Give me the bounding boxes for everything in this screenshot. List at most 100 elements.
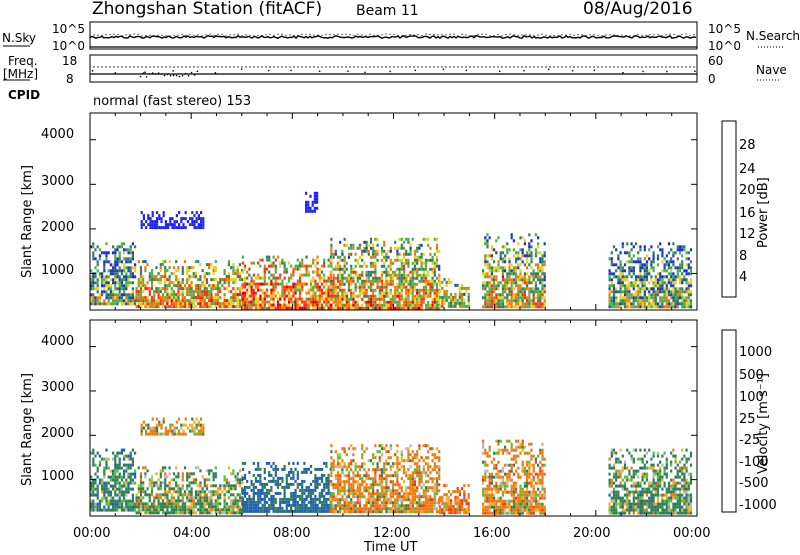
echo-cell xyxy=(127,476,129,479)
echo-cell xyxy=(414,298,416,301)
echo-cell xyxy=(295,468,297,471)
nave-point xyxy=(197,66,198,67)
echo-cell xyxy=(427,271,429,274)
echo-cell xyxy=(103,281,105,284)
echo-cell xyxy=(160,472,162,475)
echo-cell xyxy=(379,292,381,295)
echo-cell xyxy=(486,284,488,287)
echo-cell xyxy=(363,480,365,483)
echo-cell xyxy=(112,509,114,512)
echo-cell xyxy=(344,268,346,271)
echo-cell xyxy=(418,295,420,298)
echo-cell xyxy=(101,290,103,293)
echo-cell xyxy=(650,278,652,281)
echo-cell xyxy=(127,464,129,467)
echo-cell xyxy=(303,489,305,492)
echo-cell xyxy=(177,305,179,308)
echo-cell xyxy=(312,262,314,265)
echo-cell xyxy=(330,507,332,510)
noise-search-point xyxy=(137,34,138,35)
echo-cell xyxy=(123,284,125,287)
echo-cell xyxy=(314,468,316,471)
echo-cell xyxy=(357,465,359,468)
echo-cell xyxy=(125,509,127,512)
echo-cell xyxy=(677,305,679,308)
echo-cell xyxy=(239,505,241,508)
noise-search-point xyxy=(93,34,94,35)
echo-cell xyxy=(681,287,683,290)
echo-cell xyxy=(679,287,681,290)
echo-cell xyxy=(169,260,171,263)
echo-cell xyxy=(264,280,266,283)
echo-cell xyxy=(301,504,303,507)
echo-cell xyxy=(171,505,173,508)
echo-cell xyxy=(405,250,407,253)
echo-cell xyxy=(399,295,401,298)
echo-cell xyxy=(169,484,171,487)
echo-cell xyxy=(244,477,246,480)
echo-cell xyxy=(108,503,110,506)
echo-cell xyxy=(110,290,112,293)
echo-cell xyxy=(154,427,156,430)
echo-cell xyxy=(188,290,190,293)
echo-cell xyxy=(450,302,452,305)
echo-cell xyxy=(352,247,354,250)
echo-cell xyxy=(500,296,502,299)
noise-search-point xyxy=(105,34,106,35)
echo-cell xyxy=(350,504,352,507)
echo-cell xyxy=(350,307,352,310)
echo-cell xyxy=(99,464,101,467)
echo-cell xyxy=(199,299,201,302)
echo-cell xyxy=(502,275,504,278)
echo-cell xyxy=(284,301,286,304)
echo-cell xyxy=(177,296,179,299)
echo-cell xyxy=(175,296,177,299)
echo-cell xyxy=(299,268,301,271)
echo-cell xyxy=(341,298,343,301)
echo-cell xyxy=(143,214,145,217)
echo-cell xyxy=(241,278,243,281)
echo-cell xyxy=(286,504,288,507)
noise-search-point xyxy=(677,35,678,36)
echo-cell xyxy=(217,511,219,514)
echo-cell xyxy=(292,483,294,486)
echo-cell xyxy=(286,501,288,504)
echo-cell xyxy=(275,498,277,501)
echo-cell xyxy=(266,462,268,465)
echo-cell xyxy=(381,304,383,307)
echo-cell xyxy=(644,278,646,281)
echo-cell xyxy=(125,506,127,509)
echo-cell xyxy=(295,498,297,501)
echo-cell xyxy=(325,283,327,286)
echo-cell xyxy=(180,493,182,496)
echo-cell xyxy=(628,305,630,308)
echo-cell xyxy=(337,274,339,277)
echo-cell xyxy=(262,498,264,501)
echo-cell xyxy=(454,305,456,308)
echo-cell xyxy=(210,511,212,514)
echo-cell xyxy=(539,266,541,269)
echo-cell xyxy=(224,302,226,305)
noise-search-point xyxy=(157,35,158,36)
echo-cell xyxy=(121,299,123,302)
echo-cell xyxy=(377,298,379,301)
echo-cell xyxy=(502,296,504,299)
echo-cell xyxy=(119,281,121,284)
echo-cell xyxy=(613,305,615,308)
echo-cell xyxy=(359,247,361,250)
echo-cell xyxy=(132,500,134,503)
echo-cell xyxy=(144,505,146,508)
echo-cell xyxy=(299,289,301,292)
nave-point xyxy=(609,66,610,67)
echo-cell xyxy=(657,290,659,293)
echo-cell xyxy=(97,269,99,272)
echo-cell xyxy=(412,295,414,298)
echo-cell xyxy=(350,468,352,471)
echo-cell xyxy=(633,281,635,284)
nave-point xyxy=(125,66,126,67)
echo-cell xyxy=(237,287,239,290)
echo-cell xyxy=(502,293,504,296)
echo-cell xyxy=(130,260,132,263)
echo-cell xyxy=(319,289,321,292)
echo-cell xyxy=(429,268,431,271)
